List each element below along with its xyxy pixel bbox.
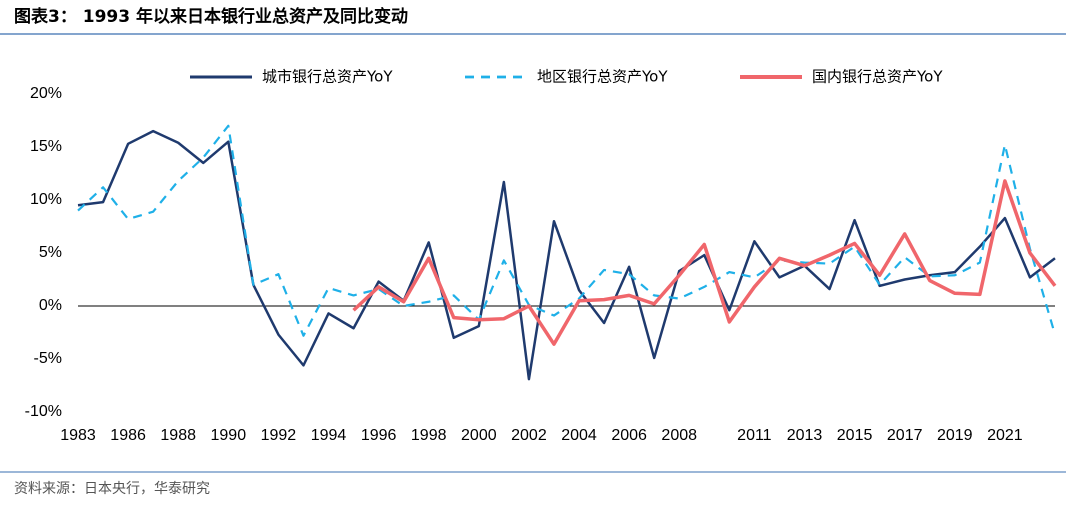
x-tick-label: 1992 — [261, 427, 297, 444]
x-tick-label: 2021 — [987, 427, 1023, 444]
y-tick-label: 0% — [39, 297, 62, 314]
x-tick-label: 1994 — [311, 427, 347, 444]
x-tick-label: 2002 — [511, 427, 547, 444]
x-tick-label: 2015 — [837, 427, 873, 444]
y-tick-label: 5% — [39, 244, 62, 261]
x-tick-label: 1983 — [60, 427, 96, 444]
y-tick-label: 20% — [30, 85, 62, 102]
legend-label: 地区银行总资产YoY — [537, 68, 668, 86]
x-tick-label: 2000 — [461, 427, 497, 444]
chart-title: 图表3： 1993 年以来日本银行业总资产及同比变动 — [14, 6, 408, 27]
x-tick-label: 1998 — [411, 427, 447, 444]
x-tick-label: 2019 — [937, 427, 973, 444]
y-tick-label: 15% — [30, 138, 62, 155]
legend-label: 国内银行总资产YoY — [812, 68, 943, 86]
legend-label: 城市银行总资产YoY — [262, 68, 393, 86]
x-tick-label: 2008 — [661, 427, 697, 444]
y-tick-label: -5% — [34, 350, 62, 367]
x-tick-label: 2013 — [787, 427, 823, 444]
source: 资料来源：日本央行，华泰研究 — [14, 481, 210, 497]
series-line — [352, 179, 1057, 346]
x-tick-label: 2017 — [887, 427, 923, 444]
x-tick-label: 2011 — [737, 427, 772, 444]
y-tick-label: -10% — [25, 403, 62, 420]
x-tick-label: 1986 — [110, 427, 146, 444]
series-line — [77, 124, 1057, 337]
series-line — [77, 129, 1056, 381]
x-tick-label: 1996 — [361, 427, 397, 444]
x-tick-label: 2006 — [611, 427, 647, 444]
x-tick-label: 1990 — [211, 427, 247, 444]
x-tick-label: 1988 — [160, 427, 196, 444]
y-tick-label: 10% — [30, 191, 62, 208]
x-tick-label: 2004 — [561, 427, 597, 444]
